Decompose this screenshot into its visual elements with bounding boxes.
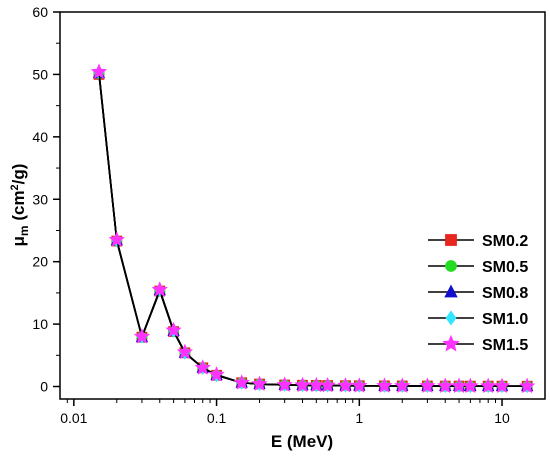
series-line — [98, 73, 528, 387]
data-point — [337, 377, 354, 393]
data-point — [493, 377, 511, 394]
data-point — [133, 328, 151, 344]
series-sm0-5 — [93, 68, 533, 392]
x-tick-label: 1 — [355, 410, 363, 426]
y-axis-title-subscript: m — [17, 225, 31, 236]
legend-label: SM0.2 — [482, 233, 528, 250]
data-point — [294, 376, 311, 393]
y-axis-title-unit: (cm — [9, 190, 28, 225]
y-tick-label: 10 — [32, 316, 48, 332]
data-point — [394, 377, 411, 393]
data-point — [376, 377, 393, 393]
series-line — [98, 71, 528, 387]
data-point — [194, 359, 211, 375]
data-point — [151, 281, 168, 297]
series-sm0-8 — [92, 66, 534, 392]
y-tick-label: 50 — [32, 66, 48, 82]
series-line — [98, 72, 528, 387]
data-point — [276, 376, 293, 392]
legend-item: SM0.5 — [428, 259, 528, 276]
series-line — [98, 74, 528, 387]
legend-label: SM1.0 — [482, 311, 528, 328]
legend-marker — [445, 310, 457, 326]
legend-label: SM0.8 — [482, 285, 528, 302]
y-axis-title: μm (cm2/g) — [9, 164, 31, 247]
data-point — [319, 376, 336, 393]
y-axis-ticks: 0 10 20 30 40 50 60 — [32, 4, 60, 395]
data-point — [251, 375, 268, 391]
series-sm1-5 — [90, 63, 536, 394]
x-tick-label: 0.01 — [60, 410, 87, 426]
legend-label: SM0.5 — [482, 259, 528, 276]
series-layer — [90, 63, 536, 394]
y-tick-label: 20 — [32, 254, 48, 270]
data-point — [165, 321, 182, 338]
legend-marker — [444, 284, 458, 298]
x-tick-label: 0.1 — [207, 410, 227, 426]
data-point — [419, 377, 436, 393]
legend-item: SM1.5 — [428, 334, 528, 354]
y-tick-label: 60 — [32, 4, 48, 20]
y-axis-title-superscript: 2 — [9, 184, 21, 190]
y-tick-label: 40 — [32, 129, 48, 145]
data-point — [176, 343, 194, 360]
y-tick-label: 30 — [32, 191, 48, 207]
data-point — [480, 377, 497, 394]
data-point — [90, 63, 108, 79]
legend-marker — [445, 234, 457, 246]
plot-frame — [59, 11, 546, 400]
legend: SM0.2 SM0.5 SM0.8 SM1.0 SM1.5 — [428, 233, 528, 354]
data-point — [462, 377, 479, 394]
legend-marker — [442, 334, 460, 352]
legend-label: SM1.5 — [482, 337, 528, 354]
x-axis-ticks: 0.01 0.1 1 10 — [60, 399, 510, 426]
series-sm0-2 — [93, 69, 533, 392]
data-point — [233, 374, 250, 390]
x-axis-title: E (MeV) — [271, 432, 333, 451]
legend-marker — [445, 260, 457, 272]
y-axis-title-unit-end: /g) — [9, 164, 28, 185]
x-tick-label: 10 — [494, 410, 510, 426]
legend-item: SM1.0 — [428, 310, 528, 328]
y-axis-title-symbol: μ — [9, 236, 28, 246]
legend-item: SM0.8 — [428, 284, 528, 302]
data-point — [208, 366, 225, 382]
legend-item: SM0.2 — [428, 233, 528, 250]
data-point — [437, 377, 454, 393]
data-point — [519, 377, 536, 394]
data-point — [108, 231, 125, 247]
data-point — [351, 377, 368, 393]
series-line — [98, 73, 528, 387]
y-tick-label: 0 — [40, 379, 48, 395]
